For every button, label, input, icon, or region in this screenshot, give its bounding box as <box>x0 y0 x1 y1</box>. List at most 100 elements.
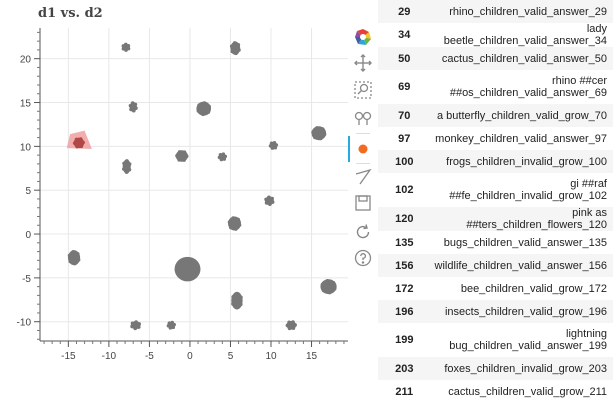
data-point <box>127 167 132 172</box>
table-row[interactable]: 120 pink as ##ters_children_flowers_120 <box>378 207 613 231</box>
table-row[interactable]: 199 lightning bug_children_valid_answer_1… <box>378 323 613 357</box>
data-point <box>222 157 227 161</box>
box-zoom-icon[interactable] <box>351 78 375 102</box>
data-point <box>136 325 141 329</box>
table-row[interactable]: 50 cactus_children_valid_answer_50 <box>378 47 613 70</box>
data-point <box>76 252 80 256</box>
table-row[interactable]: 29 rhino_children_valid_answer_29 <box>378 0 613 23</box>
data-point <box>75 144 79 149</box>
data-point <box>130 324 134 329</box>
table-row[interactable]: 172 bee_children_valid_grow_172 <box>378 277 613 300</box>
data-point <box>229 225 233 230</box>
data-point <box>273 145 278 150</box>
x-tick-label: 0 <box>187 351 193 362</box>
row-index: 70 <box>398 109 411 122</box>
table-row[interactable]: 196 insects_children_valid_grow_196 <box>378 300 613 323</box>
data-point <box>227 220 232 224</box>
lasso-select-icon[interactable] <box>351 137 375 161</box>
row-index: 100 <box>395 155 414 168</box>
data-point <box>235 291 240 296</box>
table-row[interactable]: 70 a butterfly_children_valid_grow_70 <box>378 104 613 127</box>
scatter-plot[interactable]: -15 -10 -5 0 5 10 15 -10 -5 0 5 10 15 20 <box>0 0 348 419</box>
reset-icon[interactable] <box>351 220 375 244</box>
table-row[interactable]: 135 bugs_children_valid_answer_135 <box>378 231 613 254</box>
data-point <box>182 150 187 154</box>
data-point <box>131 108 136 113</box>
data-point <box>121 44 126 48</box>
data-point <box>237 223 242 227</box>
row-label: rhino_children_valid_answer_29 <box>449 5 607 18</box>
help-icon[interactable] <box>351 246 375 270</box>
row-label: rhino ##cer ##os_children_valid_answer_6… <box>449 75 607 99</box>
data-point <box>231 216 236 220</box>
table-row[interactable]: 100 frogs_children_invalid_grow_100 <box>378 150 613 173</box>
wheel-zoom-icon[interactable] <box>351 107 375 131</box>
data-point <box>71 250 76 254</box>
data-point <box>264 201 269 205</box>
data-point <box>234 227 238 231</box>
data-point <box>206 110 211 114</box>
data-point <box>320 282 325 287</box>
pan-icon[interactable] <box>351 51 375 75</box>
data-point <box>322 132 327 137</box>
row-label: bee_children_valid_grow_172 <box>460 282 607 295</box>
data-point <box>74 137 79 142</box>
data-point <box>177 150 182 154</box>
data-point <box>193 273 197 278</box>
x-tick-label: -5 <box>145 351 154 362</box>
row-index: 211 <box>395 385 414 398</box>
data-point <box>195 264 200 269</box>
row-label: pink as ##ters_children_flowers_120 <box>466 207 607 231</box>
y-tick-label: 10 <box>20 142 32 153</box>
row-index: 34 <box>398 29 411 41</box>
data-point <box>197 103 201 108</box>
data-point <box>318 136 323 141</box>
data-point <box>321 288 326 293</box>
data-point <box>268 202 272 206</box>
poly-select-icon[interactable] <box>351 165 375 189</box>
data-point <box>137 322 141 326</box>
data-point <box>236 217 241 222</box>
row-label: lady beetle_children_valid_answer_34 <box>443 23 607 47</box>
data-point <box>188 257 192 262</box>
y-tick-label: 20 <box>20 55 32 66</box>
data-point <box>270 196 274 201</box>
data-point <box>267 195 271 200</box>
table-row[interactable]: 211 cactus_children_valid_grow_211 <box>378 380 613 403</box>
data-point <box>79 144 84 149</box>
data-point <box>133 102 138 107</box>
row-label: cactus_children_valid_grow_211 <box>448 385 607 398</box>
point-cluster <box>174 256 201 282</box>
row-index: 203 <box>395 362 414 375</box>
table-row[interactable]: 69 rhino ##cer ##os_children_valid_answer… <box>378 70 613 104</box>
y-tick-label: 5 <box>25 186 31 197</box>
save-icon[interactable] <box>351 191 375 215</box>
x-tick-label: 15 <box>306 351 318 362</box>
table-row[interactable]: 156 wildlife_children_valid_answer_156 <box>378 254 613 277</box>
data-point <box>270 200 275 204</box>
data-point <box>234 305 239 310</box>
row-index: 120 <box>395 213 414 225</box>
table-row[interactable]: 34 lady beetle_children_valid_answer_34 <box>378 23 613 47</box>
row-label: cactus_children_valid_answer_50 <box>441 52 607 65</box>
data-point <box>291 320 295 324</box>
data-point <box>291 326 296 330</box>
data-point <box>76 258 81 262</box>
data-point <box>287 326 292 331</box>
table-row[interactable]: 102 gi ##raf ##fe_children_invalid_grow_1… <box>378 173 613 207</box>
bokeh-logo-icon[interactable] <box>351 25 375 49</box>
row-index: 199 <box>395 334 414 346</box>
data-point <box>237 48 241 52</box>
row-index: 196 <box>395 305 414 318</box>
data-point <box>268 144 273 148</box>
plot-title: d1 vs. d2 <box>38 6 103 21</box>
table-row[interactable]: 203 foxes_children_invalid_grow_203 <box>378 357 613 380</box>
label-table: 29 rhino_children_valid_answer_29 34 lady b… <box>378 0 613 403</box>
row-index: 156 <box>395 259 414 272</box>
data-point <box>231 302 235 306</box>
data-point <box>130 101 135 105</box>
y-tick-label: 15 <box>20 99 32 110</box>
data-point <box>68 259 73 264</box>
row-label: frogs_children_invalid_grow_100 <box>446 155 607 168</box>
table-row[interactable]: 97 monkey_children_valid_answer_97 <box>378 127 613 150</box>
